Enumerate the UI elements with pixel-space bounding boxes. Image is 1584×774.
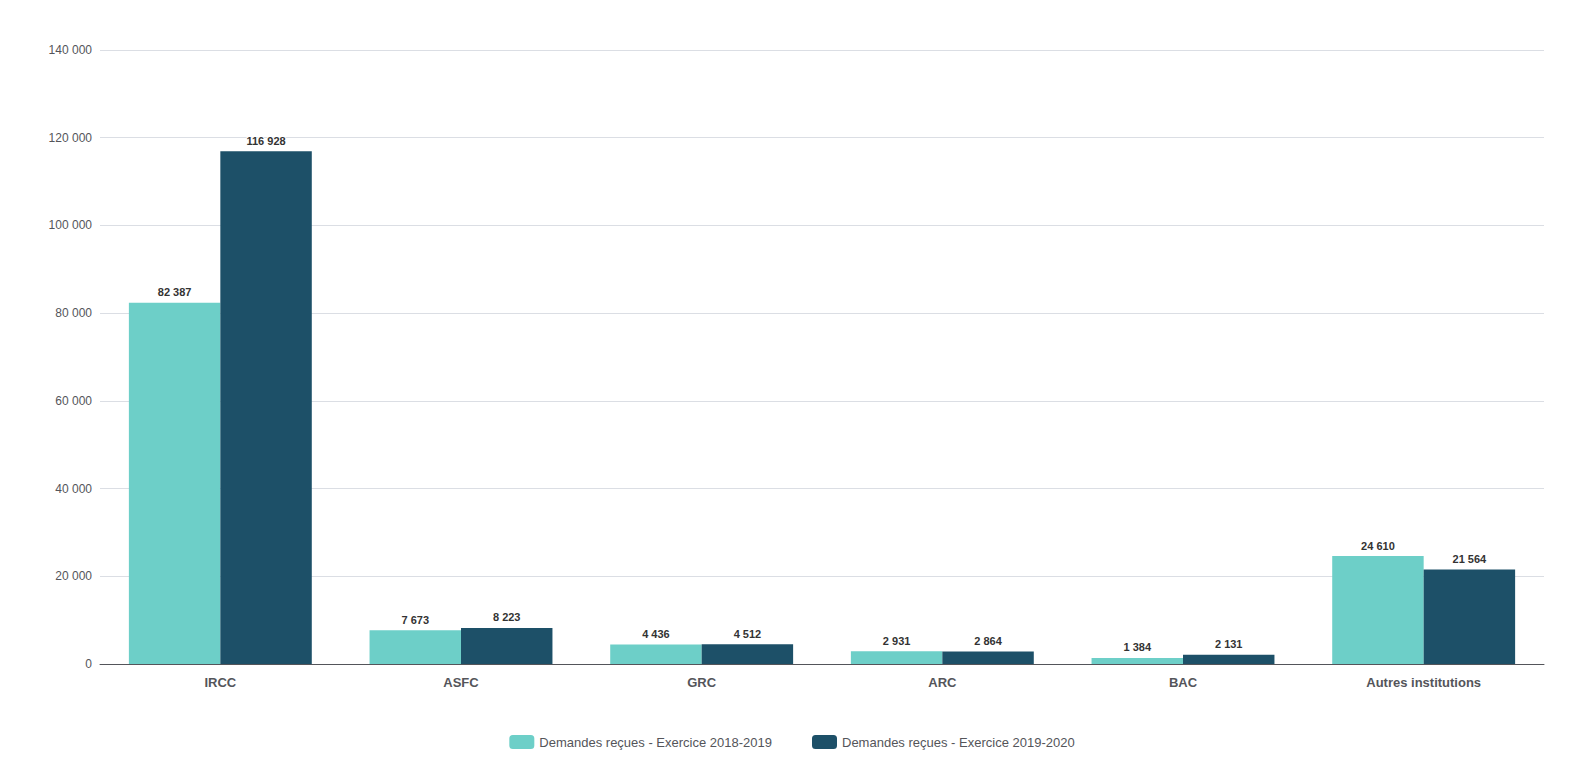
svg-text:60 000: 60 000 <box>55 394 92 408</box>
svg-text:ASFC: ASFC <box>443 675 479 690</box>
svg-text:40 000: 40 000 <box>55 482 92 496</box>
svg-text:2 131: 2 131 <box>1215 638 1243 650</box>
svg-text:Demandes reçues - Exercice 201: Demandes reçues - Exercice 2018-2019 <box>539 735 772 750</box>
svg-text:ARC: ARC <box>928 675 957 690</box>
svg-text:2 864: 2 864 <box>974 635 1002 647</box>
svg-text:80 000: 80 000 <box>55 306 92 320</box>
svg-text:BAC: BAC <box>1169 675 1198 690</box>
svg-text:2 931: 2 931 <box>883 635 911 647</box>
svg-text:20 000: 20 000 <box>55 569 92 583</box>
svg-text:120 000: 120 000 <box>49 131 93 145</box>
svg-text:7 673: 7 673 <box>402 614 430 626</box>
svg-text:116 928: 116 928 <box>246 135 285 147</box>
svg-text:82 387: 82 387 <box>158 286 192 298</box>
svg-text:Autres institutions: Autres institutions <box>1366 675 1481 690</box>
svg-text:IRCC: IRCC <box>204 675 236 690</box>
svg-text:100 000: 100 000 <box>49 218 93 232</box>
svg-text:Demandes reçues - Exercice 201: Demandes reçues - Exercice 2019-2020 <box>842 735 1075 750</box>
svg-text:4 512: 4 512 <box>734 628 762 640</box>
svg-text:0: 0 <box>85 657 92 671</box>
svg-text:GRC: GRC <box>687 675 717 690</box>
svg-text:1 384: 1 384 <box>1124 641 1152 653</box>
svg-text:140 000: 140 000 <box>49 43 93 57</box>
svg-text:8 223: 8 223 <box>493 611 521 623</box>
svg-text:21 564: 21 564 <box>1453 553 1488 565</box>
svg-text:4 436: 4 436 <box>642 628 670 640</box>
svg-text:24 610: 24 610 <box>1361 540 1395 552</box>
